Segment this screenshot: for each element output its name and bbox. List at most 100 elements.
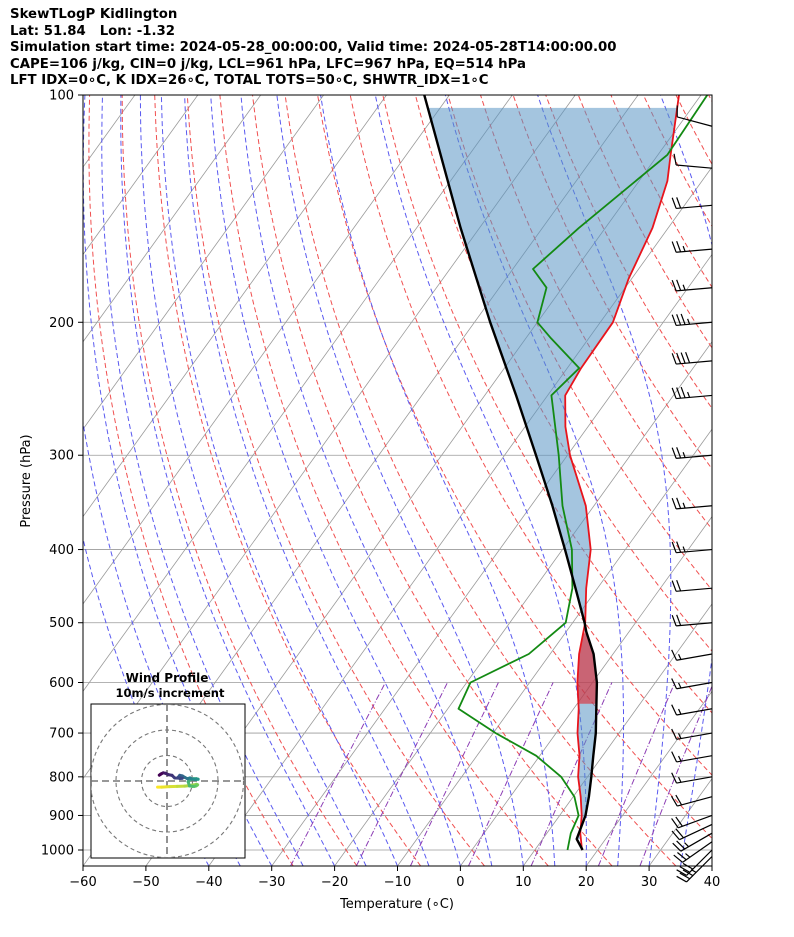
y-tick-label: 300 [49,449,74,464]
dry-adiabat [88,95,294,866]
hodograph-title: Wind Profile [126,671,209,685]
y-tick-label: 600 [49,676,74,691]
wind-barb [671,351,713,365]
moist-adiabat [320,95,556,866]
x-tick-label: 10 [515,875,532,890]
wind-barb [671,313,713,327]
dry-adiabat [121,95,358,866]
wind-barb [671,823,713,841]
x-tick-label: 20 [578,875,595,890]
mixing-ratio-line [409,682,499,866]
isotherm-line [208,166,712,866]
chart-title: SkewTLogP Kidlington [10,7,178,22]
y-tick-label: 800 [49,770,74,785]
isotherm-line [0,95,9,866]
wind-barb [673,153,713,169]
moist-adiabat [160,95,398,866]
dry-adiabat [252,95,613,866]
isotherm-line [83,95,513,692]
isotherm-line [0,95,72,866]
y-tick-label: 1000 [41,844,74,859]
x-tick-label: 40 [704,875,721,890]
hodograph-inset: Wind Profile 10m/s increment [90,671,246,859]
x-tick-label: −30 [258,875,285,890]
x-axis-label: Temperature (∘C) [339,897,454,912]
wind-barb [671,772,713,784]
x-tick-label: −10 [384,875,411,890]
isotherm-line [334,341,712,866]
y-tick-label: 200 [49,316,74,331]
moist-adiabat [744,95,794,866]
stability-indices-1: CAPE=106 j/kg, CIN=0 j/kg, LCL=961 hPa, … [10,56,527,72]
y-tick-label: 400 [49,543,74,558]
profile-lines [423,95,709,851]
y-tick-label: 500 [49,616,74,631]
moist-adiabat [120,95,336,866]
wind-barb [671,580,713,592]
wind-barb [671,814,713,829]
isotherm-line [585,690,712,866]
mixing-ratio-line [639,684,712,866]
moist-adiabat [240,95,493,866]
moist-adiabat [139,95,367,866]
isotherm-line [83,95,262,343]
wind-barb [673,841,713,863]
dry-adiabat [349,95,712,776]
isotherm-line [83,95,387,518]
y-tick-label: 100 [49,89,74,104]
wind-barb [671,197,713,210]
wind-barb [671,678,713,690]
wind-barbs [670,105,713,883]
dry-adiabat [545,95,712,410]
isotherm-line [522,603,712,866]
moist-adiabat [184,95,430,866]
y-tick-label: 900 [49,809,74,824]
wind-barb [671,447,713,459]
x-tick-label: 30 [641,875,658,890]
stability-indices-2: LFT IDX=0∘C, K IDX=26∘C, TOTAL TOTS=50∘C… [10,73,489,89]
x-tick-label: 0 [456,875,464,890]
hodograph-subtitle: 10m/s increment [116,686,225,700]
wind-barb [671,649,713,661]
wind-barb [676,856,713,883]
isotherm-line [711,865,712,866]
moist-adiabat [210,95,461,866]
mixing-ratio-line [597,682,676,866]
x-tick-label: −40 [195,875,222,890]
chart-header: SkewTLogP Kidlington Lat: 51.84 Lon: -1.… [10,7,617,90]
dry-adiabat [774,95,794,866]
isotherm-line [775,95,794,866]
isotherm-line [83,95,324,430]
simulation-times: Simulation start time: 2024-05-28_00:00:… [10,40,617,56]
wind-barb [671,240,713,253]
mixing-ratio-line [355,682,448,866]
dry-adiabat [219,95,549,866]
dry-adiabat [480,95,712,530]
wind-barb [676,105,713,127]
dry-adiabat [284,95,677,866]
isotherm-line [83,95,450,605]
parcel-line [423,95,599,851]
wind-barb [671,728,713,740]
wind-barb [671,541,713,554]
wind-barb [671,497,713,510]
moist-adiabat [101,95,304,866]
x-axis: −60 −50 −40 −30 −20 −10 0 10 20 30 40 [69,866,720,890]
dry-adiabat [186,95,485,866]
wind-barb [671,614,713,627]
cape-area-upper [427,107,678,632]
dry-adiabat [382,95,712,714]
x-tick-label: −60 [69,875,96,890]
dry-adiabat [708,95,712,103]
hodograph-plot [91,704,245,858]
location-coordinates: Lat: 51.84 Lon: -1.32 [10,23,176,39]
wind-barb [671,704,713,716]
mixing-ratio-line [290,682,386,866]
hodograph-segment [157,772,163,777]
isotherm-line [83,95,199,256]
moist-adiabat [711,863,712,866]
wind-barb [671,751,713,763]
dry-adiabat [741,95,794,866]
wind-barb [671,386,713,400]
wind-barb [671,279,713,292]
